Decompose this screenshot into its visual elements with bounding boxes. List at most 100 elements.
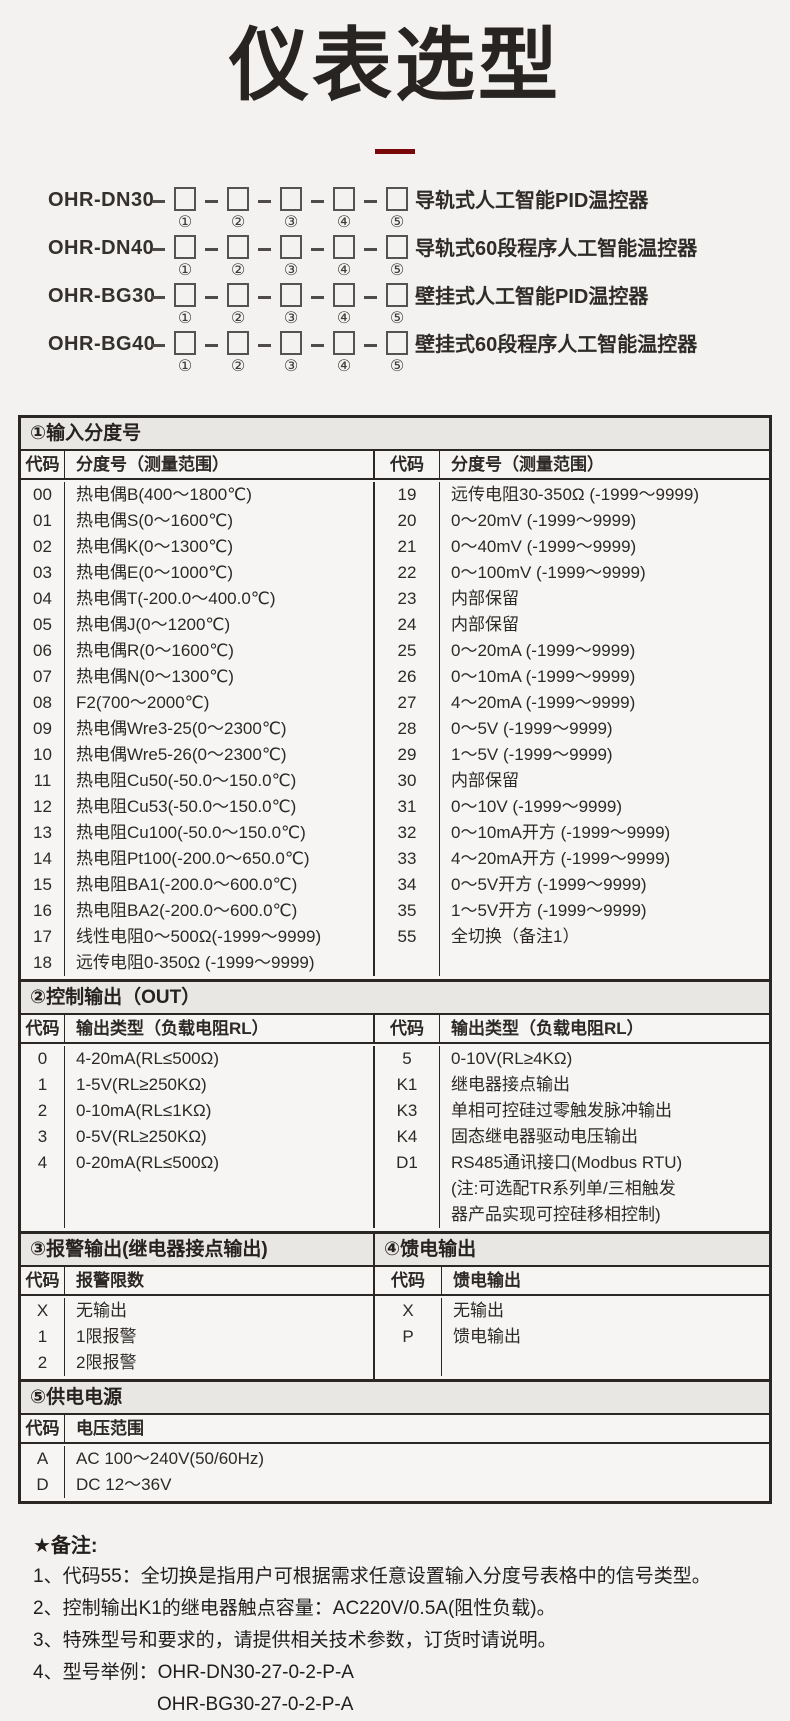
- range-cell: 热电偶E(0～1000℃): [64, 560, 373, 586]
- model-slot: ①: [172, 235, 198, 281]
- column-header: 代码: [391, 1271, 425, 1290]
- model-slot: ⑤: [384, 187, 410, 233]
- section-header-row: 代码 馈电输出: [375, 1267, 769, 1296]
- model-name: OHR-BG30: [48, 285, 156, 307]
- code-cell: 01: [33, 511, 52, 530]
- slot-number: ②: [230, 214, 246, 231]
- code-cell: 13: [33, 823, 52, 842]
- slot-number: ③: [283, 262, 299, 279]
- model-slot: ④: [331, 187, 357, 233]
- range-cell: 热电偶N(0～1300℃): [64, 664, 373, 690]
- code-box: [386, 283, 408, 307]
- code-cell: 26: [373, 664, 439, 690]
- range-cell: 0～20mA (-1999～9999): [439, 638, 769, 664]
- column-header: 代码: [25, 455, 60, 474]
- range-cell: 热电阻Cu50(-50.0～150.0℃): [64, 768, 373, 794]
- range-cell: 2限报警: [64, 1350, 373, 1376]
- range-cell: 全切换（备注1）: [439, 924, 769, 950]
- code-cell: 28: [373, 716, 439, 742]
- range-cell: 1限报警: [64, 1324, 373, 1350]
- range-cell: 热电阻Cu100(-50.0～150.0℃): [64, 820, 373, 846]
- code-box: [227, 187, 249, 211]
- slot-number: ⑤: [389, 358, 405, 375]
- model-slot: ③: [278, 331, 304, 377]
- code-cell: K3: [373, 1098, 439, 1124]
- code-box: [333, 187, 355, 211]
- code-cell: X: [36, 1301, 49, 1320]
- note-line: 2、控制输出K1的继电器触点容量：AC220V/0.5A(阻性负载)。: [33, 1598, 556, 1619]
- model-slot: ①: [172, 331, 198, 377]
- code-cell: [373, 950, 439, 976]
- model-name: OHR-BG40: [48, 333, 156, 355]
- model-name: OHR-DN40: [48, 237, 155, 259]
- section-header-row: 代码 输出类型（负载电阻RL） 代码 输出类型（负载电阻RL）: [21, 1015, 769, 1044]
- code-box: [386, 331, 408, 355]
- model-slot: ②: [225, 283, 251, 329]
- slot-number: ②: [230, 310, 246, 327]
- code-box: [333, 331, 355, 355]
- note-line-example: OHR-BG30-27-0-2-P-A: [157, 1694, 354, 1715]
- section-band: ①输入分度号: [21, 418, 769, 451]
- dash-separator: [258, 296, 271, 299]
- range-cell: 0-20mA(RL≤500Ω): [64, 1150, 373, 1228]
- sub-table: ④馈电输出 代码 馈电输出 X 无输出 P 馈电输出: [373, 1234, 769, 1379]
- range-cell: 热电偶Wre3-25(0～2300℃): [64, 716, 373, 742]
- range-cell: [441, 1350, 769, 1376]
- section-header-row: 代码 电压范围: [21, 1415, 769, 1444]
- code-cell: 22: [373, 560, 439, 586]
- column-header: 输出类型（负载电阻RL）: [439, 1015, 769, 1042]
- model-slot: ④: [331, 331, 357, 377]
- code-cell: 09: [33, 719, 52, 738]
- dash-separator: [152, 248, 165, 251]
- model-code-line: ① ② ③ ④ ⑤: [145, 283, 410, 329]
- slot-number: ④: [336, 358, 352, 375]
- code-cell: K1: [373, 1072, 439, 1098]
- model-code-line: ① ② ③ ④ ⑤: [145, 235, 410, 281]
- range-cell: 4～20mA开方 (-1999～9999): [439, 846, 769, 872]
- column-header: 分度号（测量范围）: [439, 451, 769, 478]
- code-box: [280, 235, 302, 259]
- range-cell: 0～100mV (-1999～9999): [439, 560, 769, 586]
- model-row: OHR-BG40 ① ② ③ ④ ⑤ 壁挂式60段程序人工智能温控器: [48, 331, 790, 379]
- code-box: [227, 283, 249, 307]
- dash-separator: [311, 344, 324, 347]
- model-code-line: ① ② ③ ④ ⑤: [145, 331, 410, 377]
- slot-number: ①: [177, 358, 193, 375]
- note-line: 1、代码55：全切换是指用户可根据需求任意设置输入分度号表格中的信号类型。: [33, 1566, 711, 1587]
- dash-separator: [364, 296, 377, 299]
- code-cell: 32: [373, 820, 439, 846]
- code-cell: D1: [373, 1150, 439, 1228]
- dash-separator: [311, 296, 324, 299]
- range-cell: 固态继电器驱动电压输出: [439, 1124, 769, 1150]
- range-cell: 内部保留: [439, 612, 769, 638]
- model-slot: ①: [172, 187, 198, 233]
- code-cell: 06: [33, 641, 52, 660]
- slot-number: ①: [177, 262, 193, 279]
- model-row: OHR-DN40 ① ② ③ ④ ⑤ 导轨式60段程序人工智能温控器: [48, 235, 790, 283]
- code-cell: D: [36, 1475, 49, 1494]
- dash-separator: [152, 296, 165, 299]
- column-header: 电压范围: [64, 1415, 769, 1442]
- model-legend: OHR-DN30 ① ② ③ ④ ⑤ 导轨式人工智能PID温控器 OHR-DN40 ① ② ③ ④ ⑤ 导…: [48, 187, 790, 379]
- page-title: 仪表选型: [229, 21, 561, 110]
- code-cell: 05: [33, 615, 52, 634]
- table-section-3: ③报警输出(继电器接点输出) 代码 报警限数 X 无输出 1 1限报警 2 2限报警 ④馈电输出代…: [21, 1231, 769, 1379]
- code-box: [386, 235, 408, 259]
- range-cell: 热电偶R(0～1600℃): [64, 638, 373, 664]
- range-cell: 0～5V (-1999～9999): [439, 716, 769, 742]
- code-cell: 18: [33, 953, 52, 972]
- dash-separator: [364, 248, 377, 251]
- dash-separator: [205, 248, 218, 251]
- table-section-5: ⑤供电电源 代码 电压范围 A AC 100～240V(50/60Hz) D DC 12～3…: [21, 1379, 769, 1501]
- range-cell: 热电偶J(0～1200℃): [64, 612, 373, 638]
- model-slot: ④: [331, 283, 357, 329]
- section-header-row: 代码 报警限数: [21, 1267, 373, 1296]
- section-body: 0 4-20mA(RL≤500Ω) 5 0-10V(RL≥4KΩ) 1 1-5V(RL≥2…: [21, 1044, 769, 1231]
- range-cell: [439, 950, 769, 976]
- range-cell: 0-10V(RL≥4KΩ): [439, 1046, 769, 1072]
- code-cell: 16: [33, 901, 52, 920]
- slot-number: ⑤: [389, 310, 405, 327]
- range-cell: 4-20mA(RL≤500Ω): [64, 1046, 373, 1072]
- slot-number: ②: [230, 358, 246, 375]
